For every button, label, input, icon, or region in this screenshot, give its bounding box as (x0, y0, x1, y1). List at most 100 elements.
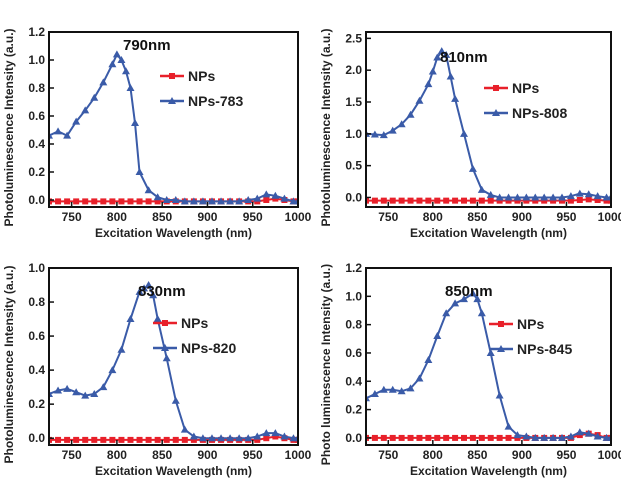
y-tick-label: 0.6 (345, 346, 362, 360)
data-point (443, 434, 450, 441)
data-point (263, 197, 270, 203)
x-tick-label: 900 (197, 448, 217, 462)
data-point (81, 391, 90, 399)
data-point (461, 434, 467, 441)
series-nps-845 (366, 289, 611, 441)
legend-marker (169, 73, 175, 79)
data-point (189, 197, 198, 205)
data-point (514, 197, 521, 204)
data-point (398, 434, 405, 441)
data-point (468, 164, 477, 172)
data-point (469, 434, 476, 441)
data-point (397, 120, 406, 128)
x-tick-label: 950 (243, 210, 263, 224)
data-point (49, 198, 52, 205)
data-point (433, 53, 442, 61)
data-point (584, 190, 593, 198)
data-point (100, 436, 107, 443)
data-point (416, 197, 423, 204)
x-tick-label: 900 (512, 210, 532, 224)
data-point (127, 436, 134, 443)
series-nps (366, 430, 611, 441)
data-point (149, 291, 158, 299)
data-point (603, 197, 610, 204)
data-point (64, 198, 71, 205)
data-point (593, 432, 602, 440)
data-point (217, 197, 226, 205)
chart-title: 810nm (440, 49, 488, 66)
x-axis-label: Excitation Wavelength (nm) (95, 464, 252, 478)
data-point (389, 197, 396, 204)
data-point (540, 193, 549, 201)
data-point (235, 197, 244, 205)
data-point (73, 198, 80, 205)
x-tick-label: 950 (556, 448, 576, 462)
data-point (504, 422, 513, 430)
data-point (226, 197, 235, 205)
data-point (541, 197, 548, 204)
y-tick-label: 0.8 (28, 295, 45, 309)
data-point (253, 194, 262, 202)
data-point (451, 299, 460, 307)
data-point (72, 388, 81, 396)
y-axis-label: Photoluminescence Intensity (a.u.) (319, 28, 333, 226)
legend-label: NPs-783 (188, 93, 243, 109)
data-point (144, 186, 153, 194)
data-point (522, 193, 531, 201)
data-point (567, 197, 574, 204)
data-point (522, 432, 531, 440)
y-tick-label: 2.5 (345, 31, 362, 45)
y-tick-label: 1.5 (345, 95, 362, 109)
x-tick-label: 750 (62, 210, 82, 224)
data-point (452, 434, 459, 441)
legend-label: NPs (512, 80, 539, 96)
data-point (49, 436, 52, 443)
data-point (389, 434, 396, 441)
data-point (180, 197, 189, 205)
x-tick-label: 1000 (598, 448, 621, 462)
data-point (575, 428, 584, 436)
legend-marker (492, 109, 500, 116)
data-point (154, 436, 161, 443)
data-point (566, 432, 575, 440)
data-point (416, 434, 423, 441)
data-point (117, 56, 126, 63)
data-point (262, 190, 271, 198)
data-point (118, 436, 125, 443)
data-point (486, 190, 495, 198)
x-tick-label: 850 (152, 210, 172, 224)
data-point (112, 50, 121, 58)
y-axis-label: Photo luminescence Intensity (a.u.) (319, 264, 333, 465)
chart-panel-2: 750 800 850 900 950 1000 0.0 0.5 1.0 1.5 2.0 2.5 Exc… (319, 28, 621, 240)
data-point (127, 198, 134, 205)
plot-frame (48, 31, 299, 208)
chart-panel-1: 750 800 850 900 950 1000 0.0 0.2 0.4 0.6 0.8 1.0 1.2… (2, 25, 312, 240)
data-point (549, 433, 558, 441)
series-nps-808 (366, 47, 611, 201)
chart-title: 830nm (138, 283, 186, 300)
legend-marker (161, 344, 169, 351)
series-line (49, 283, 298, 440)
data-point (163, 436, 170, 443)
data-point (272, 433, 279, 440)
x-tick-label: 950 (556, 210, 576, 224)
y-tick-label: 0.0 (28, 431, 45, 445)
data-point (415, 374, 424, 382)
data-point (280, 194, 289, 202)
data-point (72, 117, 81, 125)
data-point (473, 295, 482, 303)
data-point (469, 197, 476, 204)
y-tick-label: 0.8 (345, 318, 362, 332)
data-point (55, 436, 62, 443)
data-point (171, 396, 180, 404)
x-tick-label: 750 (62, 448, 82, 462)
data-point (263, 435, 270, 442)
data-point (54, 127, 63, 135)
data-point (407, 434, 414, 441)
data-point (181, 436, 188, 443)
data-point (407, 197, 414, 204)
data-point (370, 130, 379, 138)
y-tick-label: 1.0 (345, 289, 362, 303)
data-point (226, 434, 235, 442)
